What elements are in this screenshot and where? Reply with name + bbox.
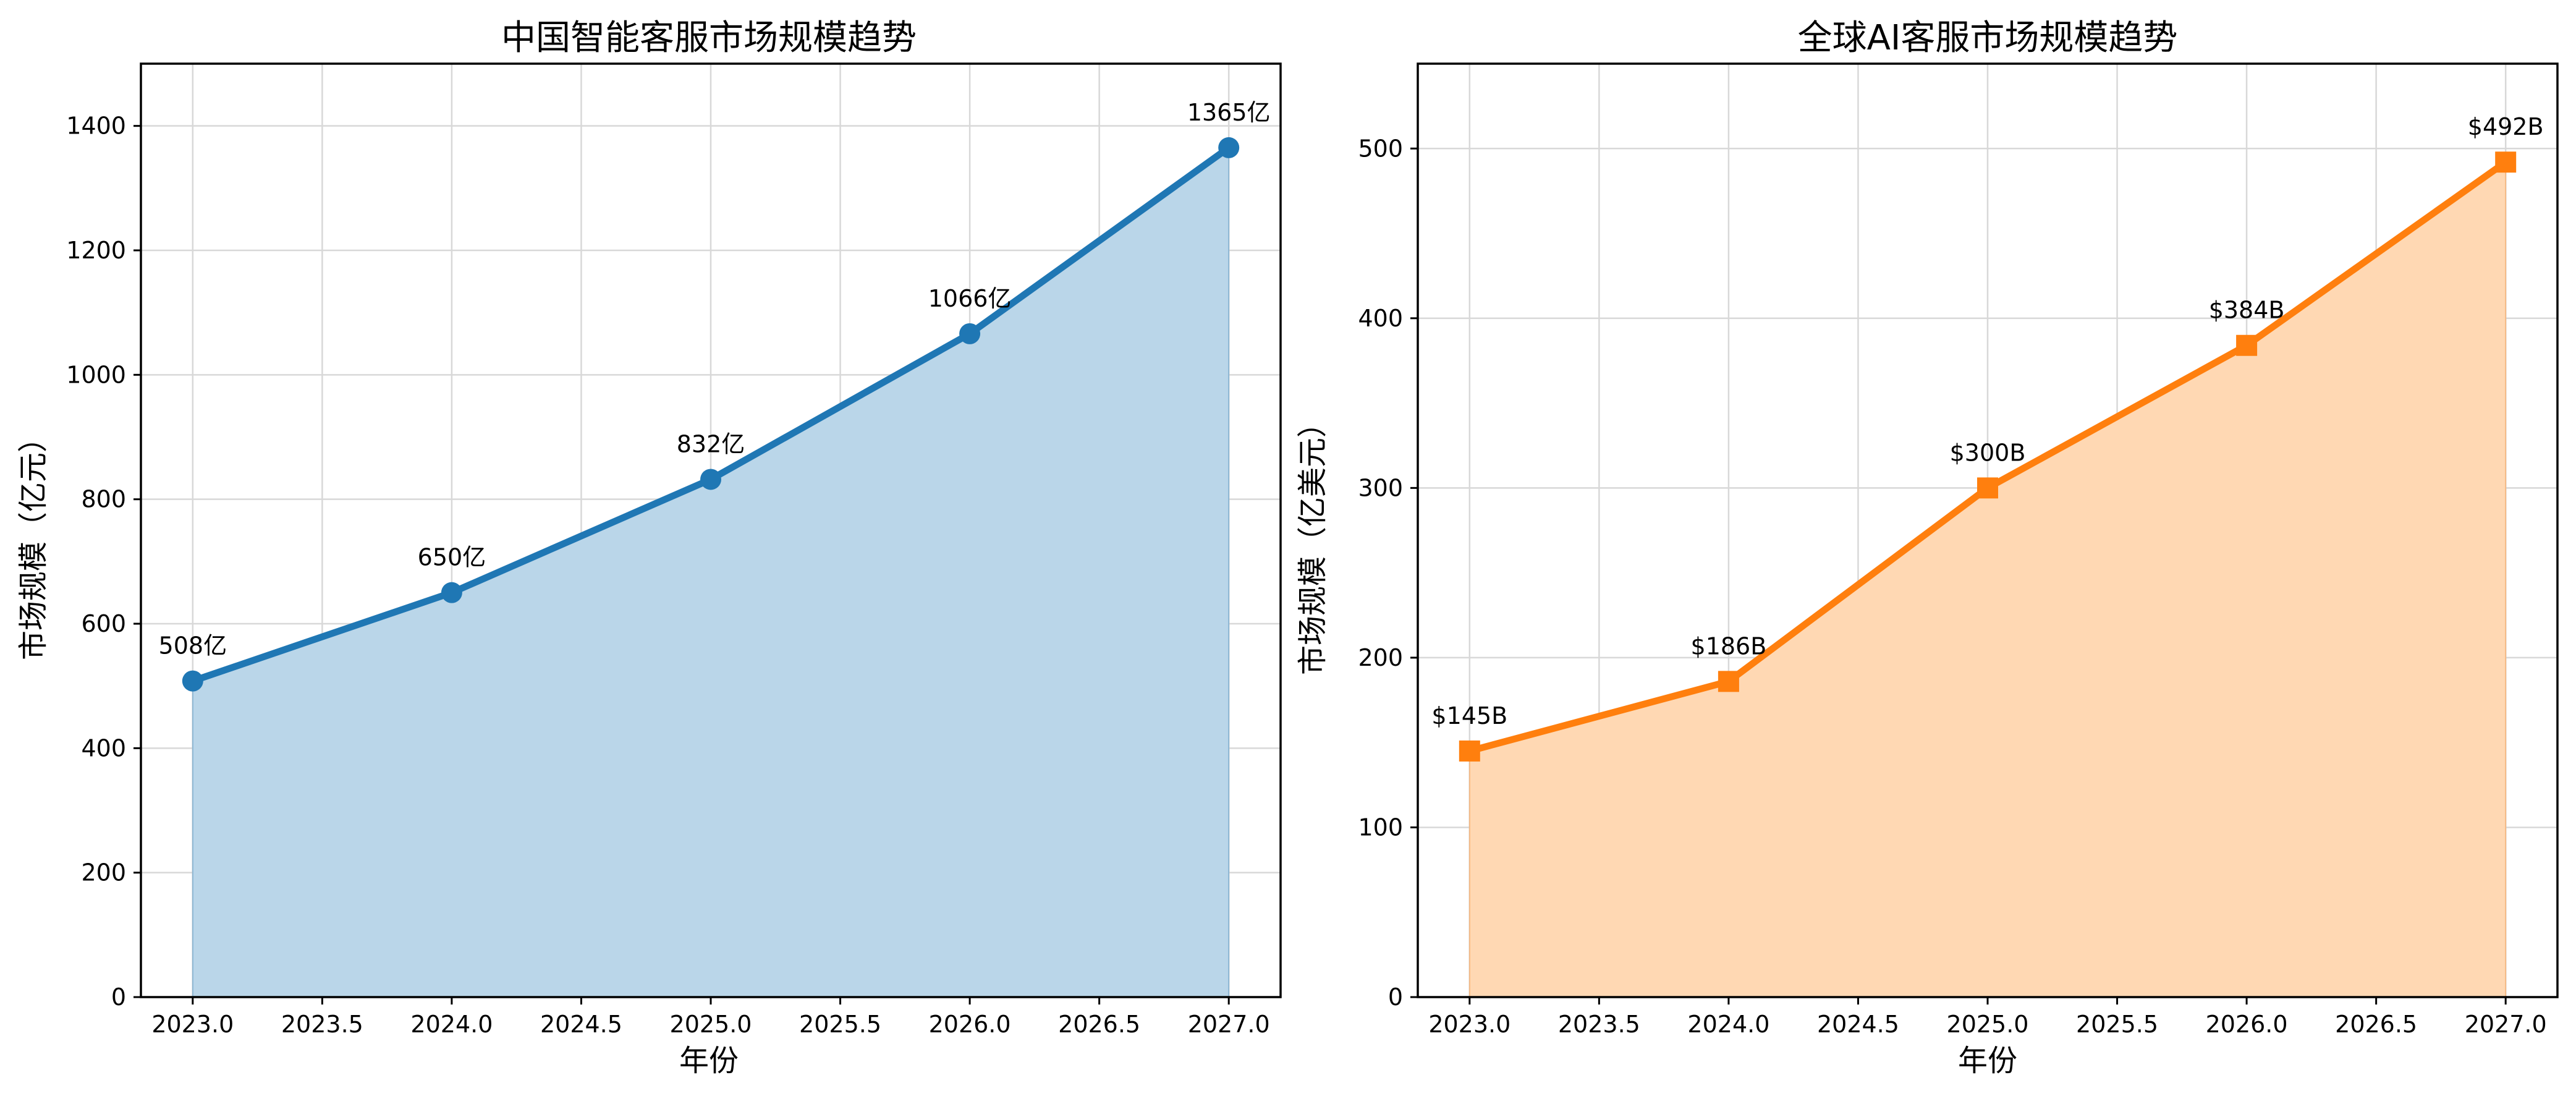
data-label: 650亿	[418, 544, 486, 571]
data-label: 1066亿	[928, 285, 1012, 312]
x-tick-label: 2025.0	[670, 1011, 752, 1038]
x-tick-label: 2026.0	[2206, 1011, 2288, 1038]
chart-title: 中国智能客服市场规模趋势	[501, 18, 917, 58]
x-tick-label: 2023.0	[1428, 1011, 1510, 1038]
data-point	[959, 323, 981, 344]
data-label: $186B	[1691, 632, 1767, 660]
y-tick-label: 200	[1358, 644, 1403, 671]
marker-layer	[1459, 151, 2517, 762]
x-axis-label: 年份	[679, 1043, 739, 1078]
y-tick-label: 1400	[66, 113, 126, 140]
x-tick-label: 2023.0	[151, 1011, 234, 1038]
x-tick-label: 2025.0	[1947, 1011, 2029, 1038]
tick-layer: 2023.0 2023.5 2024.0 2024.5 2025.0 2025.5 2026…	[66, 113, 1269, 1038]
y-axis-label: 市场规模（亿元）	[16, 423, 51, 660]
x-tick-label: 2025.5	[799, 1011, 881, 1038]
chart-title: 全球AI客服市场规模趋势	[1798, 18, 2178, 58]
data-label: $492B	[2468, 113, 2544, 140]
y-tick-label: 500	[1358, 135, 1403, 162]
y-axis-label: 市场规模（亿美元）	[1295, 408, 1330, 675]
data-label: $300B	[1950, 439, 2026, 466]
data-point	[700, 469, 721, 490]
data-point	[2236, 334, 2258, 356]
y-tick-label: 0	[111, 983, 126, 1011]
global-market-chart: 全球AI客服市场规模趋势 年份 市场规模（亿美元） $145B $186B $300…	[1295, 18, 2559, 1078]
data-point	[1718, 671, 1739, 692]
x-tick-label: 2024.0	[1687, 1011, 1769, 1038]
data-point	[182, 670, 203, 692]
x-tick-label: 2024.0	[410, 1011, 493, 1038]
x-tick-label: 2027.0	[2465, 1011, 2547, 1038]
x-tick-label: 2026.5	[2335, 1011, 2417, 1038]
y-tick-label: 600	[81, 610, 126, 637]
data-point	[1218, 137, 1240, 158]
data-point	[1977, 477, 1998, 499]
y-tick-label: 200	[81, 859, 126, 886]
y-tick-label: 400	[81, 734, 126, 762]
x-tick-label: 2025.5	[2076, 1011, 2158, 1038]
x-tick-label: 2023.5	[281, 1011, 363, 1038]
data-point	[2495, 151, 2517, 173]
china-market-chart: 中国智能客服市场规模趋势 年份 市场规模（亿元） 508亿 650亿 832亿 106…	[16, 18, 1282, 1078]
y-tick-label: 0	[1388, 983, 1403, 1011]
data-label: 832亿	[677, 430, 745, 457]
x-tick-label: 2026.0	[929, 1011, 1011, 1038]
data-label-layer: 508亿 650亿 832亿 1066亿 1365亿	[159, 99, 1271, 660]
y-tick-label: 800	[81, 486, 126, 513]
x-tick-label: 2024.5	[1817, 1011, 1899, 1038]
data-label: $145B	[1431, 702, 1507, 729]
x-tick-label: 2027.0	[1188, 1011, 1270, 1038]
data-label-layer: $145B $186B $300B $384B $492B	[1431, 113, 2543, 729]
y-tick-label: 1200	[66, 237, 126, 264]
data-point	[1459, 740, 1480, 762]
x-tick-label: 2026.5	[1058, 1011, 1140, 1038]
y-tick-label: 100	[1358, 814, 1403, 841]
x-tick-label: 2023.5	[1558, 1011, 1640, 1038]
data-label: 508亿	[159, 632, 227, 660]
x-axis-label: 年份	[1958, 1043, 2017, 1078]
y-tick-label: 300	[1358, 474, 1403, 501]
tick-layer: 2023.0 2023.5 2024.0 2024.5 2025.0 2025.5 2026…	[1358, 135, 2546, 1038]
data-label: 1365亿	[1187, 99, 1271, 126]
y-tick-label: 1000	[66, 361, 126, 388]
data-label: $384B	[2209, 297, 2285, 324]
x-tick-label: 2024.5	[540, 1011, 622, 1038]
marker-layer	[182, 137, 1240, 692]
y-tick-label: 400	[1358, 305, 1403, 332]
data-point	[441, 582, 462, 603]
